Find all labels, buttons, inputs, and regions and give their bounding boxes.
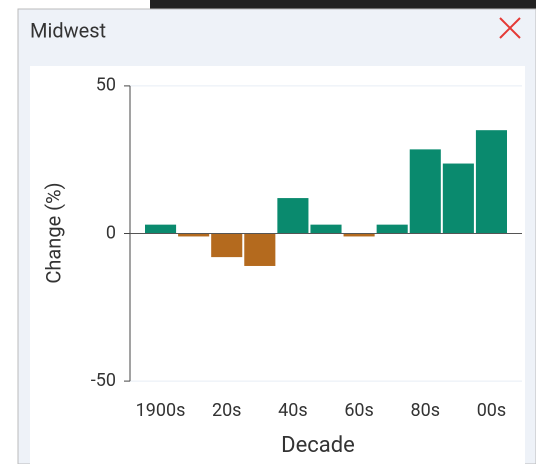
y-tick-label: 0 — [106, 222, 116, 243]
x-tick-label: 60s — [344, 400, 374, 421]
bar — [442, 163, 474, 234]
bar — [310, 224, 342, 234]
x-axis-title: Decade — [281, 433, 355, 458]
bar — [409, 149, 441, 234]
chart-panel — [30, 66, 525, 464]
background-bar — [150, 0, 536, 9]
y-tick-label: 50 — [96, 75, 116, 96]
bar — [277, 198, 309, 234]
bar — [211, 233, 243, 258]
bar — [376, 224, 408, 234]
x-tick-label: 40s — [278, 400, 308, 421]
bar — [145, 224, 177, 234]
bar — [178, 233, 210, 237]
bar — [475, 130, 507, 234]
bar — [343, 233, 375, 237]
popup-title: Midwest — [30, 18, 106, 42]
x-tick-label: 00s — [477, 400, 507, 421]
close-icon — [499, 17, 521, 39]
close-button[interactable] — [499, 17, 521, 39]
x-tick-label: 80s — [411, 400, 441, 421]
y-axis-title: Change (%) — [41, 182, 65, 283]
x-tick-label: 1900s — [136, 400, 186, 421]
bar — [244, 233, 276, 266]
x-tick-label: 20s — [212, 400, 242, 421]
y-tick-label: -50 — [91, 370, 116, 391]
